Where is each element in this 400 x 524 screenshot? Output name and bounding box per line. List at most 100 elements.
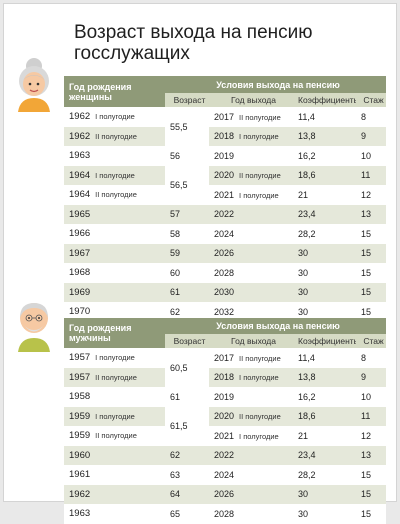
coefficient: 23,4	[293, 445, 356, 465]
exit-year: 2019	[209, 146, 293, 166]
table-row: 1967 59 2026 30 15	[64, 243, 387, 263]
exit-half: I полугодие	[239, 190, 279, 200]
coefficient: 21	[293, 426, 356, 446]
table-row: 1969 61 2030 30 15	[64, 282, 387, 302]
exit-half: I полугодие	[239, 132, 279, 142]
birth-half: I полугодие	[95, 170, 135, 180]
exit-half: II полугодие	[239, 171, 281, 181]
col-age: Возраст	[165, 334, 209, 348]
birth-year: 1957	[69, 371, 91, 383]
coefficient: 11,4	[293, 107, 356, 127]
birth-half: I полугодие	[95, 411, 135, 421]
stazh: 11	[356, 406, 387, 426]
col-coefficients: Коэффициенты	[293, 93, 356, 107]
age-value: 57	[165, 204, 209, 224]
birth-half: II полугодие	[95, 431, 137, 441]
table-row: 1959 II полугодие 2021 I полугодие 21 12	[64, 426, 387, 446]
stazh: 15	[356, 243, 387, 263]
exit-year: 2026	[209, 243, 293, 263]
grandmother-avatar-icon	[18, 58, 50, 112]
coefficient: 30	[293, 282, 356, 302]
birth-half: II полугодие	[95, 372, 137, 382]
birth-year: 1969	[64, 282, 165, 302]
exit-half: I полугодие	[239, 431, 279, 441]
exit-year: 2021	[214, 430, 235, 441]
coefficient: 30	[293, 243, 356, 263]
stazh: 10	[356, 146, 387, 166]
birth-half: II полугодие	[95, 131, 137, 141]
stazh: 12	[356, 185, 387, 205]
age-value: 60	[165, 263, 209, 283]
exit-year: 2022	[209, 445, 293, 465]
exit-year: 2018	[214, 372, 235, 383]
page-title: Возраст выхода на пенсию госслужащих	[74, 22, 313, 64]
stazh: 10	[356, 387, 387, 407]
table-row: 1963 56 2019 16,2 10	[64, 146, 387, 166]
col-exit-year: Год выхода	[209, 93, 293, 107]
birth-year: 1964	[69, 169, 91, 181]
women-pension-table: Год рождения женщины Условия выхода на п…	[64, 76, 387, 341]
birth-year: 1963	[64, 146, 165, 166]
birth-year: 1962	[69, 130, 91, 142]
coefficient: 21	[293, 185, 356, 205]
stazh: 15	[356, 302, 387, 322]
stazh: 8	[356, 107, 387, 127]
exit-half: I полугодие	[239, 373, 279, 383]
coefficient: 13,8	[293, 126, 356, 146]
exit-year: 2017	[214, 352, 235, 363]
exit-year: 2032	[209, 302, 293, 322]
col-birth-year-women: Год рождения женщины	[64, 76, 165, 107]
exit-year: 2024	[209, 224, 293, 244]
age-value: 61	[165, 387, 209, 407]
col-exit-year: Год выхода	[209, 334, 293, 348]
exit-year: 2024	[209, 465, 293, 485]
age-value: 64	[165, 484, 209, 504]
age-value: 58	[165, 224, 209, 244]
birth-year: 1963	[64, 504, 165, 524]
exit-year: 2028	[209, 263, 293, 283]
stazh: 9	[356, 367, 387, 387]
age-value: 65	[165, 504, 209, 524]
birth-year: 1959	[69, 410, 91, 422]
stazh: 15	[356, 484, 387, 504]
exit-half: II полугодие	[239, 353, 281, 363]
coefficient: 28,2	[293, 465, 356, 485]
table-row: 1957 I полугодие 60,5 2017 II полугодие 11…	[64, 348, 387, 387]
coefficient: 30	[293, 302, 356, 322]
col-birth-year-men: Год рождения мужчины	[64, 318, 165, 348]
age-value: 56	[165, 146, 209, 166]
stazh: 11	[356, 165, 387, 185]
exit-year: 2017	[214, 111, 235, 122]
age-value: 61	[165, 282, 209, 302]
table-row: 1960 62 2022 23,4 13	[64, 445, 387, 465]
stazh: 15	[356, 465, 387, 485]
birth-year: 1959	[69, 430, 91, 442]
table-row: 1966 58 2024 28,2 15	[64, 224, 387, 244]
stazh: 15	[356, 263, 387, 283]
coefficient: 23,4	[293, 204, 356, 224]
table-row: 1964 II полугодие 2021 I полугодие 21 12	[64, 185, 387, 205]
coefficient: 13,8	[293, 367, 356, 387]
birth-year: 1965	[64, 204, 165, 224]
coefficient: 30	[293, 263, 356, 283]
stazh: 12	[356, 426, 387, 446]
birth-year: 1964	[69, 189, 91, 201]
birth-year: 1968	[64, 263, 165, 283]
table-row: 1965 57 2022 23,4 13	[64, 204, 387, 224]
col-stazh: Стаж	[356, 93, 387, 107]
exit-year: 2030	[209, 282, 293, 302]
exit-year: 2020	[214, 170, 235, 181]
birth-year: 1961	[64, 465, 165, 485]
coefficient: 28,2	[293, 224, 356, 244]
col-coefficients: Коэффициенты	[293, 334, 356, 348]
table-row: 1958 61 2019 16,2 10	[64, 387, 387, 407]
age-value: 63	[165, 465, 209, 485]
birth-year: 1957	[69, 352, 91, 364]
age-value: 55,5	[165, 107, 209, 146]
birth-year: 1962	[69, 111, 91, 123]
birth-half: I полугодие	[95, 112, 135, 122]
age-value: 60,5	[165, 348, 209, 387]
exit-year: 2022	[209, 204, 293, 224]
col-age: Возраст	[165, 93, 209, 107]
age-value: 61,5	[165, 406, 209, 446]
